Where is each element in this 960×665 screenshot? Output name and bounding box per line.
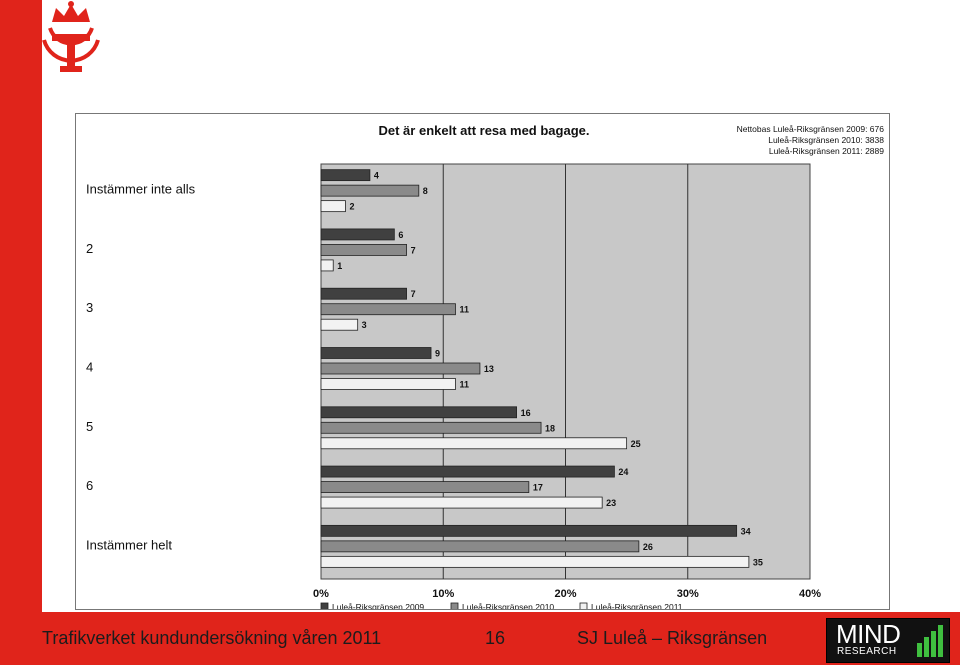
mind-research-logo: MIND RESEARCH	[826, 618, 950, 663]
bar	[320, 465, 615, 478]
footer-bar: Trafikverket kundundersökning våren 2011…	[0, 612, 960, 665]
bar	[320, 200, 346, 213]
mind-logo-word: MIND	[836, 619, 901, 649]
category-label: 3	[86, 300, 93, 315]
data-label: 7	[411, 245, 416, 255]
bar	[320, 524, 738, 537]
mind-bars-icon	[917, 625, 943, 657]
footer-survey-title: Trafikverket kundundersökning våren 2011	[42, 628, 382, 648]
data-label: 24	[618, 467, 628, 477]
legend-swatch	[579, 602, 588, 609]
data-label: 1	[337, 261, 342, 271]
trafikverket-crown-logo	[42, 1, 100, 72]
category-label: 2	[86, 241, 93, 256]
category-label: Instämmer inte alls	[86, 182, 196, 197]
bar	[320, 421, 542, 434]
bar	[320, 437, 628, 450]
data-label: 35	[753, 557, 763, 567]
bar	[320, 318, 359, 331]
category-label: Instämmer helt	[86, 537, 172, 552]
data-label: 18	[545, 423, 555, 433]
bar	[320, 184, 420, 197]
chart-title: Det är enkelt att resa med bagage.	[379, 123, 590, 138]
bar	[320, 347, 432, 359]
data-label: 23	[606, 498, 616, 508]
legend-label: Luleå-Riksgränsen 2010	[462, 602, 554, 609]
data-label: 9	[435, 349, 440, 359]
data-label: 25	[631, 439, 641, 449]
data-label: 34	[741, 526, 751, 536]
x-tick-label: 0%	[313, 588, 329, 600]
data-label: 8	[423, 186, 428, 196]
footer-page-number: 16	[485, 628, 506, 648]
bar	[320, 540, 640, 553]
x-tick-label: 30%	[677, 588, 699, 600]
category-label: 6	[86, 478, 93, 493]
legend-label: Luleå-Riksgränsen 2011	[591, 602, 683, 609]
bar	[320, 228, 395, 241]
x-tick-label: 20%	[554, 588, 576, 600]
data-label: 16	[521, 408, 531, 418]
bar	[320, 287, 407, 300]
x-tick-label: 40%	[799, 588, 821, 600]
bar	[320, 303, 456, 316]
legend-swatch	[320, 602, 329, 609]
x-tick-label: 10%	[432, 588, 454, 600]
mind-logo-sub: RESEARCH	[837, 646, 897, 657]
data-label: 4	[374, 171, 379, 181]
left-brand-bar	[0, 0, 42, 612]
data-label: 6	[398, 230, 403, 240]
data-label: 11	[459, 380, 469, 390]
data-label: 7	[411, 289, 416, 299]
bar-chart: Det är enkelt att resa med bagage. Netto…	[86, 123, 885, 609]
data-label: 11	[459, 305, 469, 315]
data-label: 2	[349, 202, 354, 212]
bar	[320, 259, 334, 272]
legend-label: Luleå-Riksgränsen 2009	[332, 602, 424, 609]
bar	[320, 244, 407, 256]
legend-swatch	[450, 602, 459, 609]
chart-frame: Det är enkelt att resa med bagage. Netto…	[75, 113, 890, 610]
base-note-line-2: Luleå-Riksgränsen 2010: 3838	[768, 135, 884, 145]
category-label: 5	[86, 419, 93, 434]
data-label: 3	[362, 320, 367, 330]
footer-route-name: SJ Luleå – Riksgränsen	[577, 628, 768, 648]
data-label: 26	[643, 542, 653, 552]
bar	[320, 406, 518, 419]
bar	[320, 496, 603, 509]
base-note-line-1: Nettobas Luleå-Riksgränsen 2009: 676	[737, 124, 885, 134]
data-label: 13	[484, 364, 494, 374]
bar	[320, 555, 750, 568]
data-label: 17	[533, 483, 543, 493]
bar	[320, 362, 481, 375]
bar	[320, 378, 456, 390]
bar	[320, 481, 530, 493]
category-label: 4	[86, 360, 93, 375]
base-note-line-3: Luleå-Riksgränsen 2011: 2889	[769, 146, 884, 156]
bar	[320, 169, 371, 182]
